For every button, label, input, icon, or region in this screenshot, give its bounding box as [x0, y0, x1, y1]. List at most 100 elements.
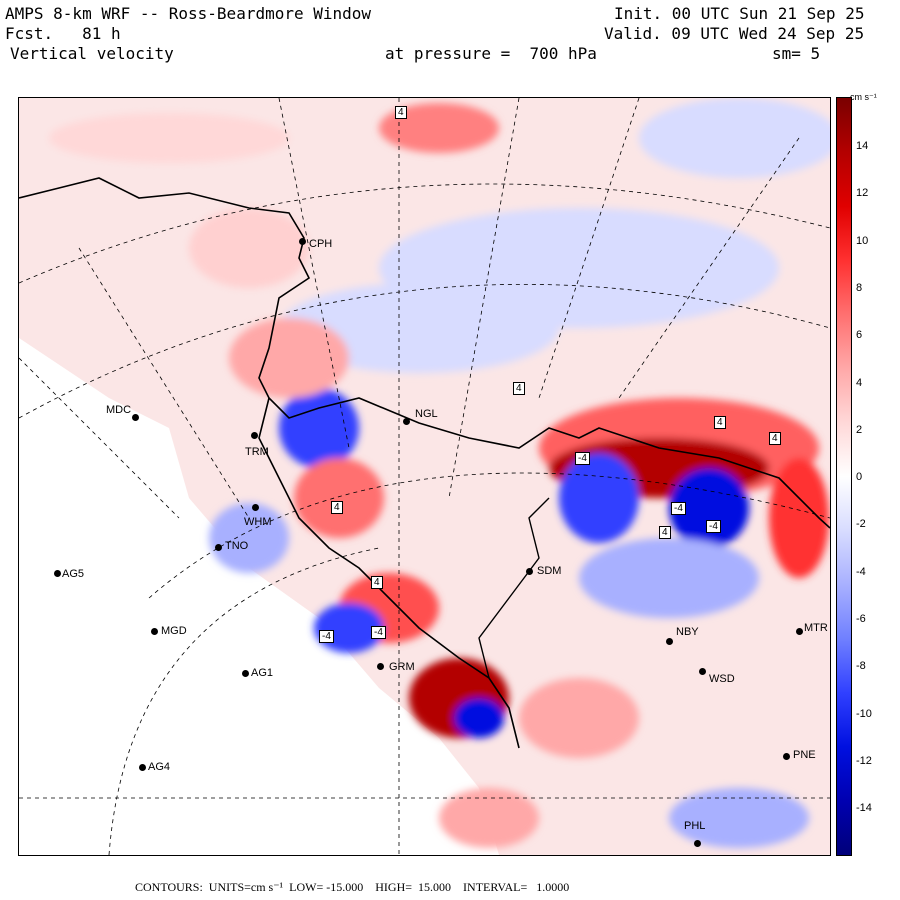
model-title: AMPS 8-km WRF -- Ross-Beardmore Window	[5, 4, 372, 23]
contour-label: 4	[371, 576, 383, 589]
station-dot-mgd	[151, 628, 158, 635]
station-dot-grm	[377, 663, 384, 670]
colorbar-tick: 8	[856, 281, 863, 294]
red-region-north	[379, 103, 499, 153]
field-blobs	[49, 98, 830, 848]
station-label-phl[interactable]: PHL	[684, 820, 706, 832]
coast-blue-4	[454, 698, 504, 738]
station-dot-cph	[299, 238, 306, 245]
coast-red-6	[189, 208, 309, 288]
colorbar-tick: -6	[856, 613, 866, 625]
blue-region-central	[279, 283, 559, 373]
map-panel[interactable]: CPH NGL MDC TRM WHM TNO AG5 MGD AG1 AG4 …	[18, 97, 831, 856]
init-time: Init. 00 UTC Sun 21 Sep 25	[614, 4, 865, 23]
footer-high: HIGH= 15.000	[375, 880, 452, 894]
colorbar-tick: 0	[856, 471, 863, 484]
station-label-nby[interactable]: NBY	[676, 626, 699, 638]
station-label-whm[interactable]: WHM	[244, 516, 272, 528]
colorbar-tick: -14	[856, 802, 872, 815]
footer-contours: CONTOURS: UNITS=cm s⁻¹ LOW= -15.000 HIGH…	[135, 880, 569, 895]
station-label-wsd[interactable]: WSD	[709, 673, 735, 685]
colorbar-tick: 12	[856, 187, 869, 200]
station-dot-wsd	[699, 668, 706, 675]
colorbar-tick: -4	[856, 565, 866, 578]
colorbar-tick: -8	[856, 660, 866, 673]
footer-interval: INTERVAL= 1.0000	[463, 880, 570, 894]
contour-label: 4	[513, 382, 525, 395]
contour-label: 4	[714, 416, 726, 429]
station-label-mtr[interactable]: MTR	[804, 622, 828, 634]
coast-red-4	[519, 678, 639, 758]
colorbar	[836, 97, 852, 856]
field-name: Vertical velocity	[10, 44, 174, 63]
station-dot-ag5	[54, 570, 61, 577]
station-dot-mtr	[796, 628, 803, 635]
station-dot-ag1	[242, 670, 249, 677]
station-label-ag4[interactable]: AG4	[148, 761, 171, 773]
station-label-mdc[interactable]: MDC	[106, 404, 132, 416]
fcst-label: Fcst.	[5, 24, 54, 43]
se-blue	[669, 788, 809, 848]
footer-low: LOW= -15.000	[289, 880, 364, 894]
wave-band-blue-1	[559, 453, 639, 543]
colorbar-tick: -10	[856, 707, 872, 720]
colorbar-tick: 10	[856, 234, 869, 247]
grounding-line	[478, 497, 550, 679]
station-dot-nby	[666, 638, 673, 645]
station-dot-ag4	[139, 764, 146, 771]
contour-label: -4	[371, 626, 386, 639]
contour-label: 4	[395, 106, 407, 119]
station-label-mgd[interactable]: MGD	[161, 625, 187, 637]
map-field	[19, 98, 830, 855]
colorbar-units: cm s⁻¹	[850, 92, 877, 102]
station-dot-sdm	[526, 568, 533, 575]
pressure-level: at pressure = 700 hPa	[385, 44, 597, 63]
colorbar-tick: -12	[856, 754, 872, 767]
smoothing: sm= 5	[772, 44, 821, 63]
station-label-ag1[interactable]: AG1	[251, 667, 274, 679]
station-dot-tno	[215, 544, 222, 551]
station-label-ngl[interactable]: NGL	[415, 408, 438, 420]
colorbar-tick: 6	[856, 329, 863, 342]
colorbar-tick: 2	[856, 423, 863, 436]
colorbar-tick: 14	[856, 140, 869, 152]
contour-label: 4	[659, 526, 671, 539]
red-region-nw	[49, 113, 289, 163]
station-dot-ngl	[403, 418, 410, 425]
east-red	[769, 458, 829, 578]
station-label-sdm[interactable]: SDM	[537, 565, 562, 577]
station-label-ag5[interactable]: AG5	[62, 568, 85, 580]
wave-band-blue-2	[669, 468, 749, 548]
station-dot-trm	[251, 432, 258, 439]
no-data-region	[19, 338, 499, 855]
station-label-cph[interactable]: CPH	[309, 238, 333, 250]
station-dot-pne	[783, 753, 790, 760]
contour-label: -4	[319, 630, 334, 643]
fcst-hours: 81 h	[82, 24, 121, 43]
contour-label: -4	[706, 520, 721, 533]
station-label-trm[interactable]: TRM	[245, 446, 269, 458]
contour-label: -4	[575, 452, 590, 465]
station-label-tno[interactable]: TNO	[225, 540, 249, 552]
contour-label: 4	[769, 432, 781, 445]
footer-units: UNITS=cm s⁻¹	[208, 880, 284, 894]
blue-region-south	[579, 538, 759, 618]
ice-shelf-edge	[19, 177, 830, 529]
footer-contours-label: CONTOURS:	[135, 880, 203, 894]
contour-label: 4	[331, 501, 343, 514]
station-dot-phl	[694, 840, 701, 847]
south-red	[439, 788, 539, 848]
colorbar-tick: 4	[856, 376, 863, 389]
station-label-grm[interactable]: GRM	[389, 661, 415, 673]
valid-time: Valid. 09 UTC Wed 24 Sep 25	[604, 24, 865, 43]
coast-blue-2	[209, 503, 289, 573]
station-label-pne[interactable]: PNE	[793, 749, 816, 761]
colorbar-tick: -2	[856, 518, 866, 531]
lat-lon-grid	[19, 98, 830, 855]
coast-blue-1	[279, 388, 359, 468]
station-dot-mdc	[132, 414, 139, 421]
coast-red-1	[294, 458, 384, 538]
contour-label: -4	[671, 502, 686, 515]
station-dot-whm	[252, 504, 259, 511]
forecast-label: Fcst. 81 h	[5, 24, 121, 43]
